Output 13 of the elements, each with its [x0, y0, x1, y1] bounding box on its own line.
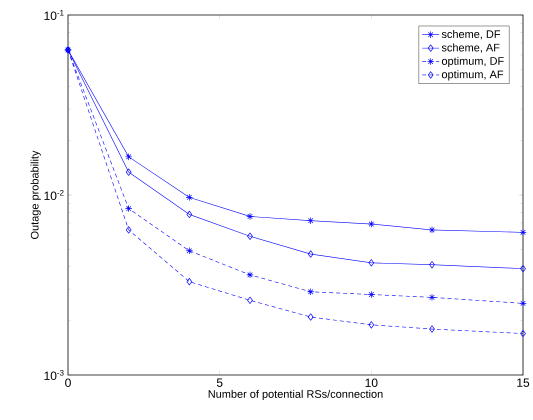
x-tick-label: 5	[216, 378, 222, 387]
y-axis-title: Outage probability	[30, 150, 41, 239]
legend-label: scheme, DF	[442, 30, 500, 40]
legend-label: optimum, DF	[442, 56, 504, 68]
y-tick-label: 10$^{-1}$	[44, 10, 64, 20]
legend-label: optimum, AF	[442, 70, 504, 80]
x-tick-label: 15	[517, 378, 530, 387]
x-tick-label: 10	[366, 378, 378, 387]
x-axis-title: Number of potential RSs/connection	[208, 390, 382, 400]
legend-label: scheme, AF	[442, 43, 500, 53]
x-tick-label: 0	[65, 378, 71, 387]
y-tick-label: 10$^{-2}$	[44, 190, 64, 200]
y-tick-label: 10$^{-3}$	[44, 370, 64, 380]
